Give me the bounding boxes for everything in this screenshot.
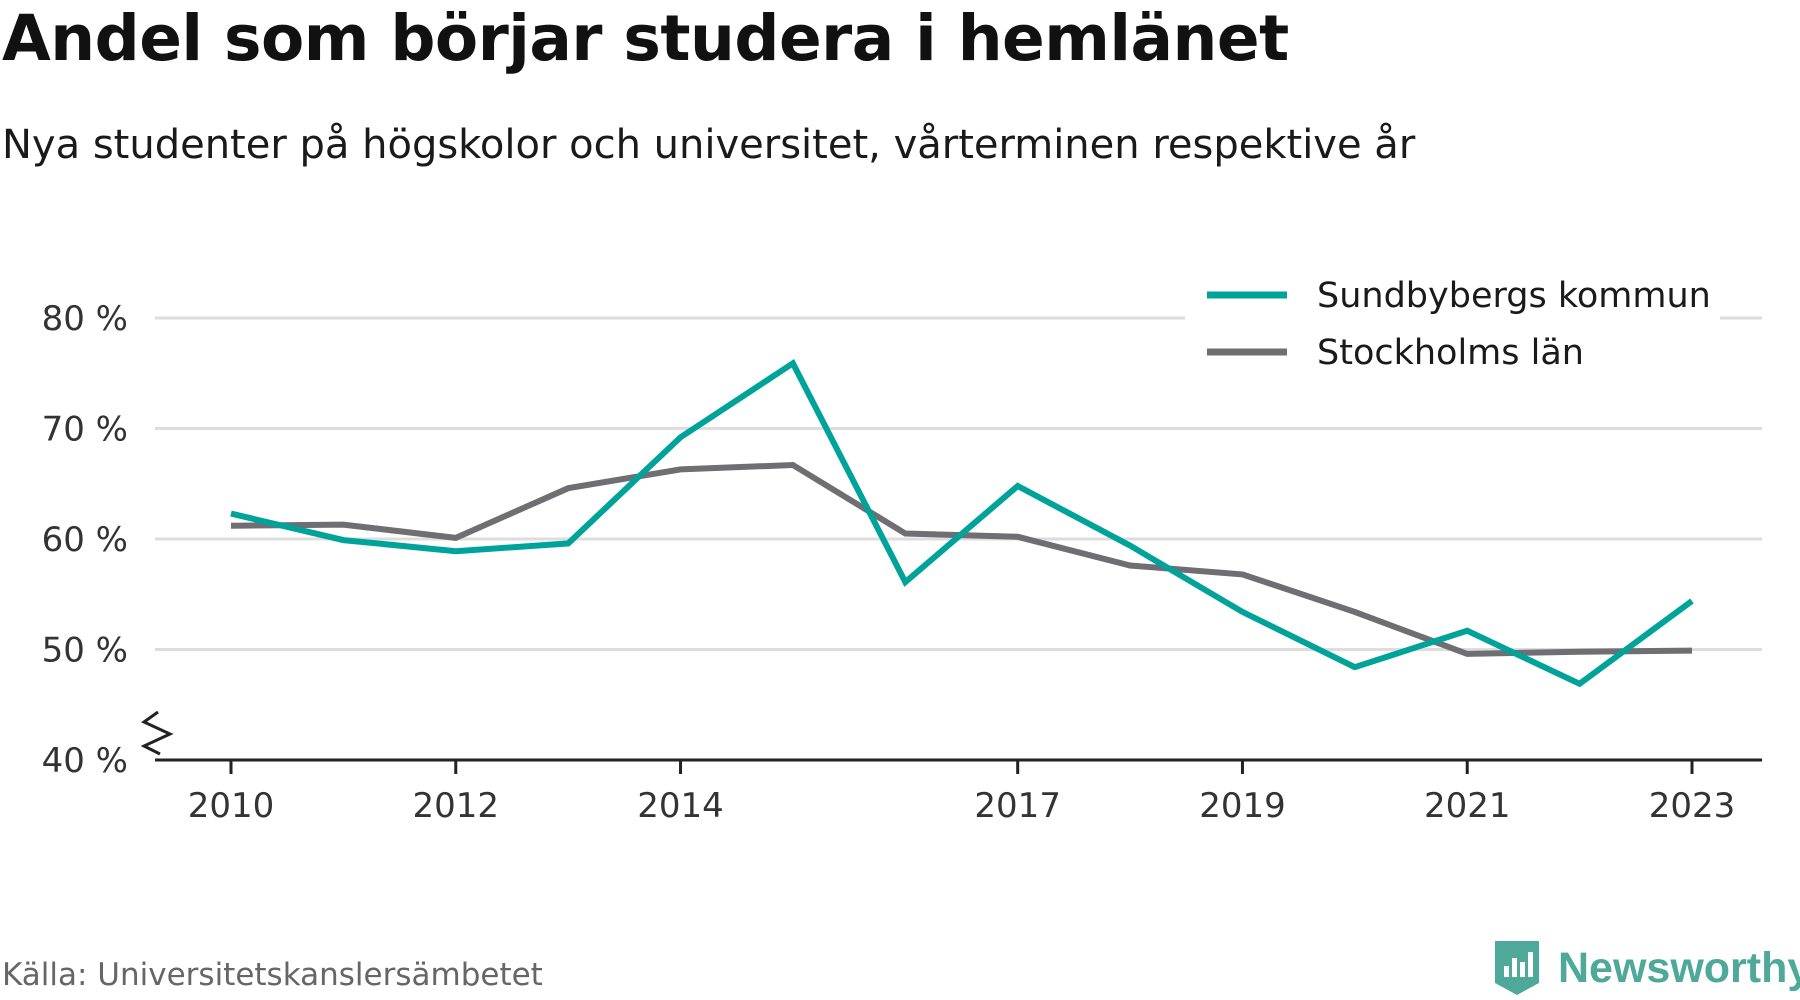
series-line-stockholm — [230, 461, 1693, 657]
y-tick-label: 80 % — [42, 299, 128, 339]
y-tick-label: 70 % — [42, 410, 128, 450]
chart-series — [230, 358, 1694, 688]
legend: Sundbybergs kommun Stockholms län — [1185, 240, 1720, 373]
legend-label: Stockholms län — [1317, 333, 1584, 373]
x-tick-label: 2021 — [1424, 786, 1511, 826]
axis-break-icon — [140, 710, 174, 756]
y-tick-label: 40 % — [42, 741, 128, 781]
x-tick-label: 2019 — [1199, 786, 1286, 826]
y-tick-label: 60 % — [42, 520, 128, 560]
x-tick-label: 2023 — [1649, 786, 1736, 826]
x-tick-label: 2017 — [974, 786, 1061, 826]
chart-title: Andel som börjar studera i hemlänet — [2, 2, 1289, 75]
newsworthy-logo-icon — [1495, 941, 1539, 995]
series-line-sundbyberg — [230, 358, 1694, 688]
legend-label: Sundbybergs kommun — [1317, 276, 1711, 316]
x-tick-label: 2010 — [188, 786, 275, 826]
source-note: Källa: Universitetskanslersämbetet — [2, 957, 543, 993]
axes: 40 % 50 % 60 % 70 % 80 % 2010 2012 2014 2017 2019… — [42, 299, 1762, 826]
chart-subtitle: Nya studenter på högskolor och universit… — [2, 122, 1416, 168]
brand-name: Newsworthy — [1558, 943, 1800, 992]
x-tick-label: 2014 — [637, 786, 724, 826]
brand-logo[interactable]: Newsworthy — [1492, 937, 1800, 999]
y-tick-label: 50 % — [42, 631, 128, 671]
x-tick-label: 2012 — [413, 786, 500, 826]
